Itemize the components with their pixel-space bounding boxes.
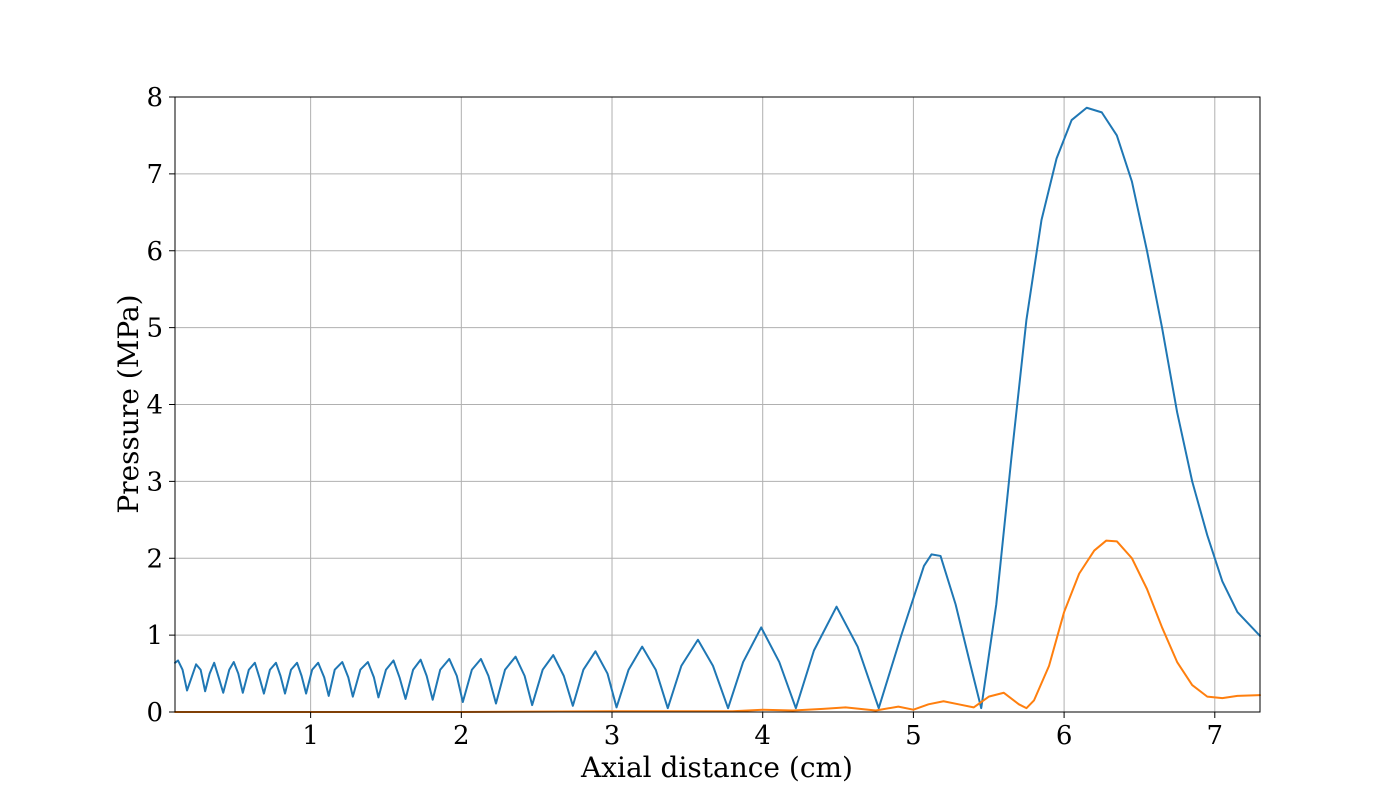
series-group [174,106,1261,713]
y-tick-label: 8 [146,83,163,113]
x-tick-label: 2 [453,721,470,751]
y-tick-label: 0 [146,698,163,728]
x-tick-label: 6 [1056,721,1073,751]
x-axis-label: Axial distance (cm) [580,751,853,784]
y-tick-label: 4 [146,391,163,421]
axis-ticks: 1 2 3 4 5 6 7 0 1 2 3 4 5 6 7 8 [146,83,1223,751]
grid [175,96,1260,713]
series-line-2 [174,539,1261,713]
x-tick-label: 3 [604,721,621,751]
series-line-1 [174,106,1261,710]
x-tick-label: 5 [905,721,922,751]
y-tick-label: 5 [146,314,163,344]
x-tick-label: 1 [302,721,319,751]
y-axis-label: Pressure (MPa) [112,294,145,513]
x-tick-label: 4 [754,721,771,751]
y-tick-label: 7 [146,160,163,190]
y-tick-label: 1 [146,621,163,651]
x-tick-label: 7 [1207,721,1224,751]
y-tick-label: 3 [146,467,163,497]
y-tick-label: 6 [146,237,163,267]
y-tick-label: 2 [146,544,163,574]
